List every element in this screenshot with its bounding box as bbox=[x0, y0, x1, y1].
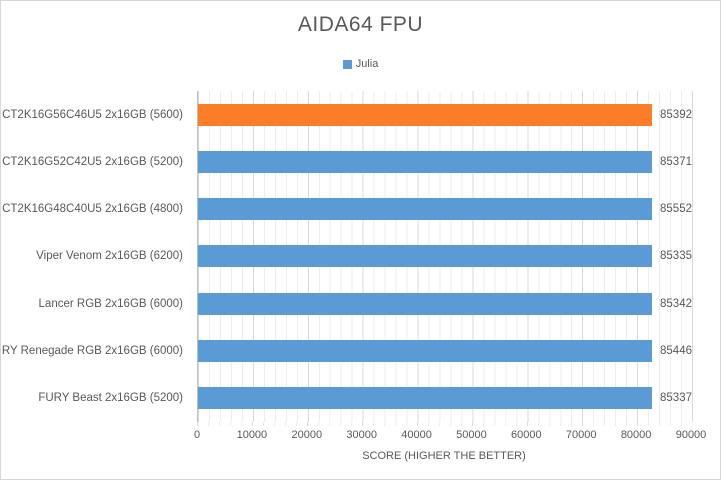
bar-value-label: 85552 bbox=[660, 203, 692, 216]
x-axis-title: SCORE (HIGHER THE BETTER) bbox=[362, 450, 526, 462]
x-axis-tick-label: 30000 bbox=[346, 429, 377, 441]
bar bbox=[198, 340, 653, 363]
x-axis-tick-label: 90000 bbox=[675, 429, 707, 441]
legend-label: Julia bbox=[355, 58, 379, 70]
category-label: Viper Venom 2x16GB (6200) bbox=[36, 250, 183, 263]
bar-row: 85335 bbox=[198, 233, 692, 280]
category-label: FURY Beast 2x16GB (5200) bbox=[38, 392, 183, 405]
bar bbox=[198, 245, 653, 268]
x-axis-tick-labels: 0 10000 20000 30000 40000 50000 60000 70000 8000… bbox=[193, 429, 706, 443]
x-axis-tick-label: 20000 bbox=[291, 429, 323, 441]
axis-tick-marks bbox=[197, 422, 692, 426]
category-label: Lancer RGB 2x16GB (6000) bbox=[38, 297, 183, 310]
bar-value-label: 85335 bbox=[660, 250, 692, 263]
bar bbox=[198, 387, 653, 410]
bar-row: 85552 bbox=[198, 186, 692, 233]
bar bbox=[198, 198, 653, 221]
bar-value-label: 85337 bbox=[660, 392, 692, 405]
x-axis-tick-label: 70000 bbox=[565, 429, 597, 441]
bar-value-label: 85392 bbox=[660, 108, 692, 121]
bar-row: 85342 bbox=[198, 280, 692, 327]
x-axis-tick-label: 80000 bbox=[620, 429, 652, 441]
bar-row: 85337 bbox=[198, 375, 692, 422]
legend: Julia bbox=[1, 58, 720, 70]
x-axis-tick-label: 60000 bbox=[511, 429, 542, 441]
x-axis-tick-label: 0 bbox=[193, 429, 201, 441]
chart-title: AIDA64 FPU bbox=[297, 13, 424, 36]
bar-value-label: 85342 bbox=[660, 297, 692, 310]
category-label: CT2K16G56C46U5 2x16GB (5600) bbox=[2, 108, 183, 121]
bar bbox=[198, 150, 653, 173]
bar-value-label: 85371 bbox=[660, 155, 692, 168]
bar-highlight bbox=[198, 103, 653, 126]
x-axis-tick-label: 10000 bbox=[236, 429, 268, 441]
bar-value-label: 85446 bbox=[660, 345, 692, 358]
legend-marker-julia bbox=[342, 59, 352, 69]
category-label: CT2K16G48C40U5 2x16GB (4800) bbox=[2, 203, 183, 216]
category-label: FURY Renegade RGB 2x16GB (6000) bbox=[0, 345, 183, 358]
plot-area: 85392 85371 85552 85335 85342 85446 85337 bbox=[197, 91, 693, 422]
bar bbox=[198, 292, 653, 315]
bar-row: 85392 bbox=[198, 91, 692, 138]
x-axis-tick-label: 40000 bbox=[401, 429, 432, 441]
bar-row: 85371 bbox=[198, 138, 692, 185]
bar-row: 85446 bbox=[198, 327, 692, 374]
category-label: CT2K16G52C42U5 2x16GB (5200) bbox=[2, 155, 183, 168]
x-axis-tick-label: 50000 bbox=[456, 429, 487, 441]
category-axis-labels: CT2K16G56C46U5 2x16GB (5600) CT2K16G52C42… bbox=[1, 91, 190, 422]
